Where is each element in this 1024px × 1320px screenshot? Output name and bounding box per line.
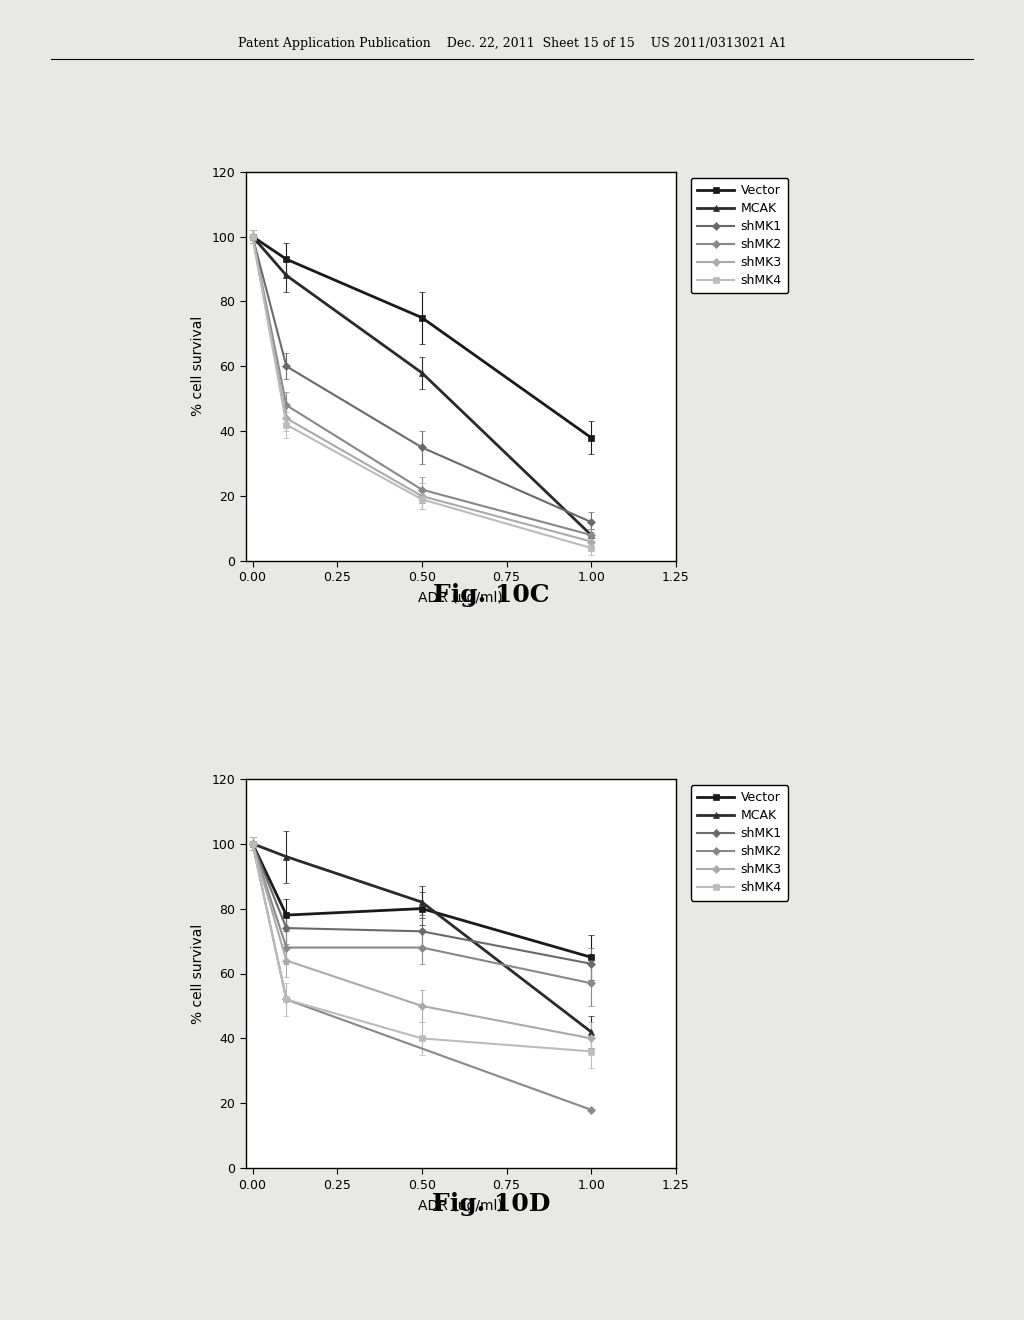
Text: Fig. 10C: Fig. 10C <box>433 583 550 607</box>
Legend: Vector, MCAK, shMK1, shMK2, shMK3, shMK4: Vector, MCAK, shMK1, shMK2, shMK3, shMK4 <box>691 178 788 293</box>
X-axis label: ADR (ug/ml): ADR (ug/ml) <box>419 1199 503 1213</box>
Y-axis label: % cell survival: % cell survival <box>190 924 205 1023</box>
Text: Patent Application Publication    Dec. 22, 2011  Sheet 15 of 15    US 2011/03130: Patent Application Publication Dec. 22, … <box>238 37 786 50</box>
X-axis label: ADR (ug/ml): ADR (ug/ml) <box>419 591 503 606</box>
Legend: Vector, MCAK, shMK1, shMK2, shMK3, shMK4: Vector, MCAK, shMK1, shMK2, shMK3, shMK4 <box>691 785 788 900</box>
Text: Fig. 10D: Fig. 10D <box>432 1192 551 1216</box>
Y-axis label: % cell survival: % cell survival <box>190 317 205 416</box>
